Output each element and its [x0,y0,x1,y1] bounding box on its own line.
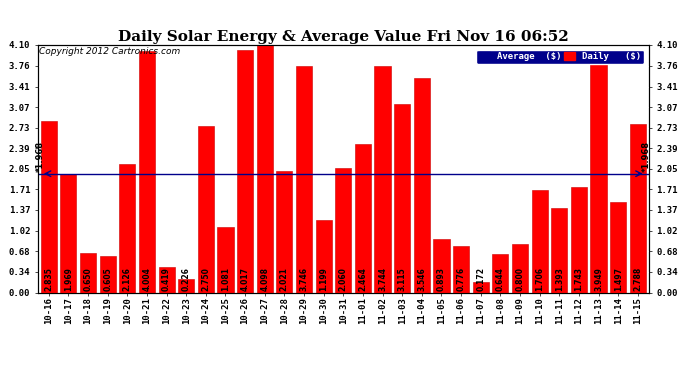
Text: 3.115: 3.115 [397,267,406,291]
Text: 1.743: 1.743 [574,267,584,291]
Text: 0.650: 0.650 [83,267,92,291]
Text: 2.788: 2.788 [633,267,642,291]
Bar [394,105,411,292]
Bar [198,126,214,292]
Title: Daily Solar Energy & Average Value Fri Nov 16 06:52: Daily Solar Energy & Average Value Fri N… [118,30,569,44]
Text: 1.199: 1.199 [319,267,328,291]
Bar [276,171,293,292]
Bar [60,174,77,292]
Text: 2.750: 2.750 [201,267,210,291]
Bar [492,254,509,292]
Bar [591,54,607,292]
Text: 0.800: 0.800 [515,267,524,291]
Bar [139,51,155,292]
Text: 2.464: 2.464 [358,267,367,291]
Text: 3.746: 3.746 [299,267,308,291]
Text: 0.776: 0.776 [457,267,466,291]
Bar [473,282,489,292]
Bar [375,66,391,292]
Bar [257,45,273,292]
Text: 1.081: 1.081 [221,267,230,291]
Bar [41,122,57,292]
Text: Copyright 2012 Cartronics.com: Copyright 2012 Cartronics.com [39,47,180,56]
Bar [414,78,430,292]
Text: 4.017: 4.017 [241,267,250,291]
Text: 1.706: 1.706 [535,267,544,291]
Text: 2.126: 2.126 [123,267,132,291]
Bar [217,227,233,292]
Bar [531,189,548,292]
Text: 0.419: 0.419 [162,267,171,291]
Text: 1.497: 1.497 [613,267,622,291]
Legend: Average  ($), Daily   ($): Average ($), Daily ($) [476,50,644,64]
Text: 3.744: 3.744 [378,267,387,291]
Bar [119,164,135,292]
Bar [159,267,175,292]
Text: 3.546: 3.546 [417,267,426,291]
Text: 1.393: 1.393 [555,267,564,291]
Text: 0.226: 0.226 [181,267,190,291]
Text: 0.893: 0.893 [437,267,446,291]
Bar [610,202,627,292]
Text: 0.644: 0.644 [496,267,505,291]
Bar [80,253,96,292]
Text: 3.949: 3.949 [594,267,603,291]
Text: *1.968: *1.968 [35,141,44,172]
Bar [237,50,253,292]
Bar [433,238,449,292]
Text: 4.098: 4.098 [260,267,269,291]
Text: 4.004: 4.004 [142,267,151,291]
Bar [335,168,351,292]
Bar [296,66,312,292]
Text: 2.060: 2.060 [339,267,348,291]
Bar [630,124,646,292]
Text: 2.835: 2.835 [44,267,53,291]
Text: 0.172: 0.172 [476,267,485,291]
Bar [99,256,116,292]
Text: 2.021: 2.021 [280,267,289,291]
Text: 1.969: 1.969 [64,267,73,291]
Text: *1.968: *1.968 [642,141,651,172]
Bar [178,279,195,292]
Text: 0.605: 0.605 [103,267,112,291]
Bar [551,209,567,292]
Bar [571,187,587,292]
Bar [355,144,371,292]
Bar [512,244,528,292]
Bar [315,220,332,292]
Bar [453,246,469,292]
